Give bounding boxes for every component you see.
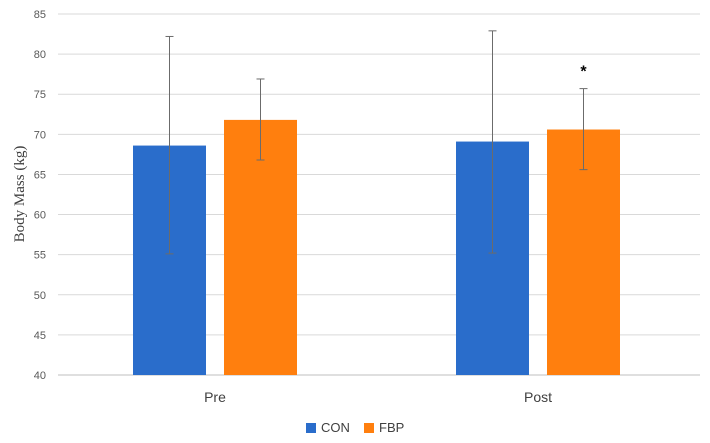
y-axis-ticks: 40 45 50 55 60 65 70 75 80 85 — [34, 9, 46, 382]
error-bars — [165, 30, 588, 255]
y-tick-label-65: 65 — [34, 169, 46, 181]
y-axis-title: Body Mass (kg) — [12, 146, 28, 243]
legend-swatch-fbp — [364, 423, 374, 433]
y-tick-label-50: 50 — [34, 290, 46, 302]
legend-label-fbp: FBP — [379, 420, 404, 435]
y-tick-label-40: 40 — [34, 370, 46, 382]
bar-fbp-post — [547, 129, 620, 375]
x-category-label-post: Post — [524, 389, 552, 405]
legend: CON FBP — [306, 420, 404, 435]
significance-marker: * — [580, 64, 587, 81]
legend-label-con: CON — [321, 420, 350, 435]
y-tick-label-45: 45 — [34, 330, 46, 342]
y-tick-label-55: 55 — [34, 250, 46, 262]
bars — [133, 119, 620, 375]
y-tick-label-60: 60 — [34, 210, 46, 222]
x-category-label-pre: Pre — [204, 389, 226, 405]
y-tick-label-85: 85 — [34, 9, 46, 21]
annotations: * — [580, 64, 587, 81]
y-tick-label-80: 80 — [34, 49, 46, 61]
bar-fbp-pre — [224, 119, 297, 375]
y-tick-label-70: 70 — [34, 129, 46, 141]
x-axis-categories: Pre Post — [204, 389, 552, 405]
y-tick-label-75: 75 — [34, 89, 46, 101]
legend-swatch-con — [306, 423, 316, 433]
